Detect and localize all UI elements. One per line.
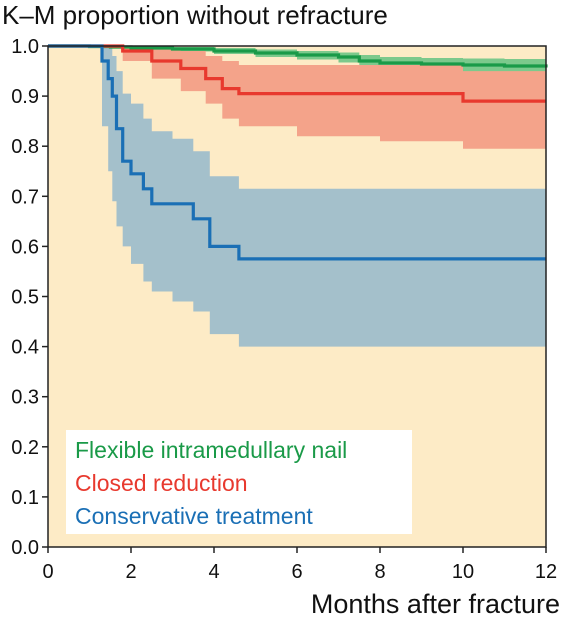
curve-conservative-treatment (48, 44, 546, 261)
x-tick-label: 6 (291, 561, 302, 583)
x-axis-label: Months after fracture (311, 589, 560, 617)
y-tick-label: 0.4 (11, 337, 39, 359)
ci-band-conservative-treatment (48, 46, 546, 347)
x-tick-label: 4 (208, 561, 219, 583)
legend-item-closed-reduction: Closed reduction (75, 470, 248, 496)
y-tick-label: 0.3 (11, 387, 39, 409)
y-tick-label: 0.7 (11, 186, 39, 208)
y-tick-label: 0.2 (11, 437, 39, 459)
legend-box (66, 430, 412, 534)
x-tick-label: 0 (42, 561, 53, 583)
x-tick-label: 8 (374, 561, 385, 583)
x-tick-label: 10 (452, 561, 474, 583)
survival-curves (48, 44, 548, 261)
y-tick-label: 0.6 (11, 236, 39, 258)
y-axis-ticks: 0.0 0.1 0.2 0.3 0.4 0.5 0.6 0.7 0.8 0.9 1.0 (11, 36, 48, 559)
legend-item-flexible-intramedullary-nail: Flexible intramedullary nail (75, 437, 347, 463)
x-tick-label: 12 (535, 561, 557, 583)
y-tick-label: 0.5 (11, 287, 39, 309)
y-tick-label: 0.0 (11, 537, 39, 559)
ci-band-closed-reduction (48, 46, 546, 149)
y-tick-label: 0.1 (11, 487, 39, 509)
y-tick-label: 0.8 (11, 136, 39, 158)
confidence-bands (48, 46, 546, 347)
y-tick-label: 1.0 (11, 36, 39, 58)
x-tick-label: 2 (125, 561, 136, 583)
x-axis-ticks: 0 2 4 6 8 10 12 (42, 547, 557, 583)
chart-title: K–M proportion without refracture (2, 0, 388, 30)
legend-item-conservative-treatment: Conservative treatment (75, 503, 313, 529)
legend: Flexible intramedullary nail Closed reduc… (66, 430, 412, 534)
curve-closed-reduction (48, 44, 546, 103)
y-tick-label: 0.9 (11, 86, 39, 108)
